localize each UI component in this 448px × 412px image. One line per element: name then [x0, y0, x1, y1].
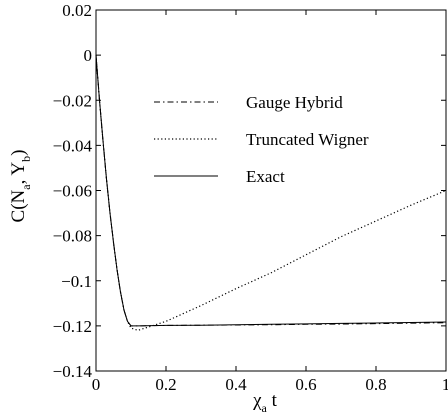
x-tick-label: 0.8 [365, 375, 386, 394]
y-tick-label: −0.14 [53, 362, 93, 381]
y-tick-label: −0.04 [53, 136, 93, 155]
series-line-exact [95, 55, 447, 327]
legend-label-gauge-hybrid: Gauge Hybrid [246, 93, 343, 112]
axis-tick-labels: 0 0.2 0.4 0.6 0.8 1 0.02 0 −0.02 −0.04 −0.06 −0.08 −… [53, 1, 448, 394]
y-tick-label: −0.06 [53, 182, 92, 201]
series-lines [95, 55, 447, 332]
legend-label-exact: Exact [246, 167, 285, 186]
x-tick-label: 0 [92, 375, 101, 394]
y-tick-label: −0.02 [53, 91, 92, 110]
plot-area: 0 0.2 0.4 0.6 0.8 1 0.02 0 −0.02 −0.04 −0.06 −0.08 −… [53, 1, 448, 394]
y-tick-label: −0.12 [53, 317, 92, 336]
x-tick-label: 0.2 [155, 375, 176, 394]
plot-frame [95, 9, 447, 372]
y-tick-label: −0.1 [61, 272, 92, 291]
x-tick-label: 0.6 [295, 375, 316, 394]
x-tick-label: 0.4 [225, 375, 247, 394]
x-axis-label: χa t [252, 390, 278, 412]
x-tick-label: 1 [442, 375, 448, 394]
legend-label-truncated-wigner: Truncated Wigner [246, 130, 369, 149]
y-axis-label: C(Na, Yb) [8, 150, 33, 223]
y-tick-label: −0.08 [53, 227, 92, 246]
y-tick-label: 0.02 [62, 1, 92, 20]
legend: Gauge Hybrid Truncated Wigner Exact [154, 93, 369, 186]
y-tick-label: 0 [84, 46, 93, 65]
axis-ticks [95, 9, 447, 372]
